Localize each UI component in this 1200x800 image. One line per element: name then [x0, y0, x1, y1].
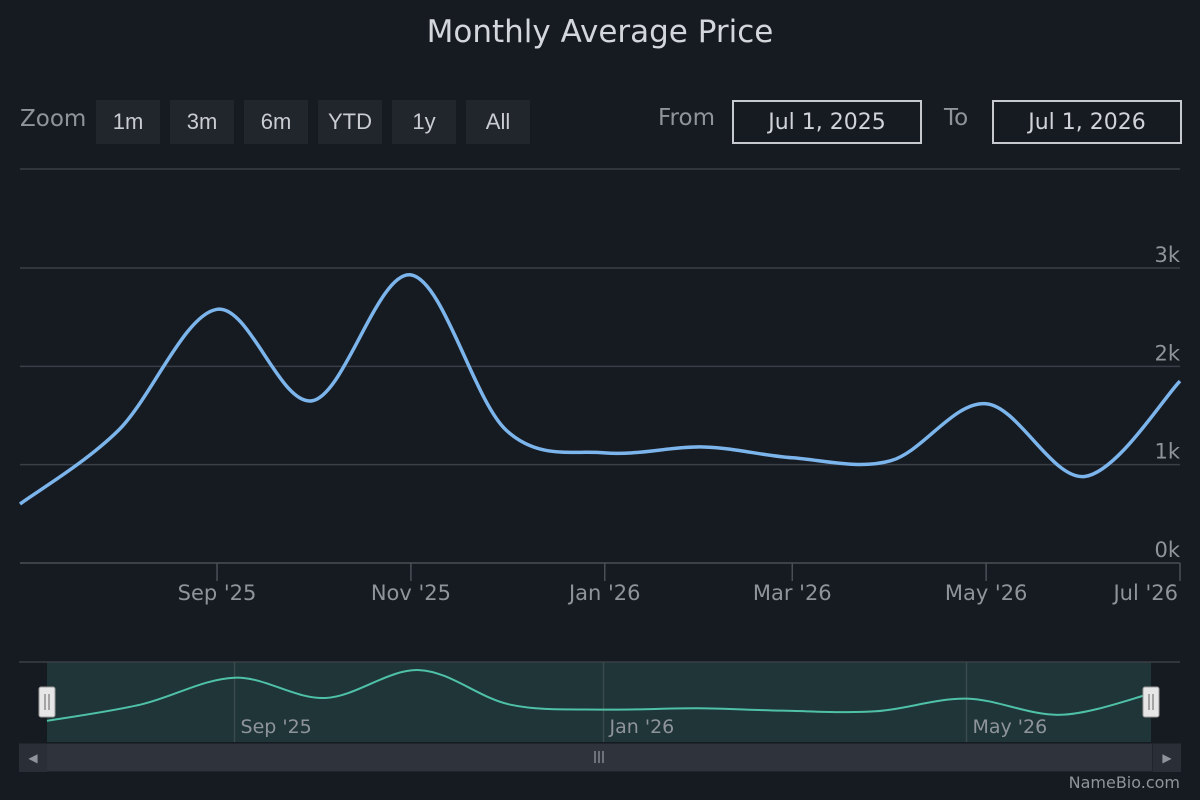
x-tick-label: Mar '26	[753, 581, 832, 605]
from-date-input[interactable]: Jul 1, 2025	[732, 100, 922, 144]
navigator-tick-label: May '26	[972, 716, 1047, 738]
zoom-ytd-button[interactable]: YTD	[318, 100, 382, 144]
x-tick-label: Jul '26	[1111, 581, 1178, 605]
x-tick-label: Jan '26	[567, 581, 641, 605]
zoom-all-button[interactable]: All	[466, 100, 530, 144]
handle-body	[1142, 686, 1160, 718]
y-tick-label: 1k	[1154, 440, 1180, 464]
x-tick-label: Nov '25	[371, 581, 451, 605]
navigator-series-line	[46, 669, 1152, 722]
handle-body	[38, 686, 56, 718]
from-label: From	[658, 105, 715, 131]
zoom-1y-button[interactable]: 1y	[392, 100, 456, 144]
navigator-right-handle[interactable]	[1142, 686, 1160, 718]
navigator-tick-label: Sep '25	[241, 716, 312, 738]
to-label: To	[944, 105, 969, 131]
zoom-6m-button[interactable]: 6m	[244, 100, 308, 144]
zoom-label: Zoom	[20, 106, 87, 132]
chart-title: Monthly Average Price	[426, 14, 774, 50]
scroll-right-arrow-icon[interactable]: ▶	[1153, 744, 1181, 772]
x-tick-label: Sep '25	[178, 581, 257, 605]
zoom-3m-button[interactable]: 3m	[170, 100, 234, 144]
to-date-input[interactable]: Jul 1, 2026	[992, 100, 1182, 144]
credit-link[interactable]: NameBio.com	[1068, 773, 1180, 792]
navigator-left-handle[interactable]	[38, 686, 56, 718]
navigator-tick-label: Jan '26	[609, 716, 675, 738]
y-tick-label: 0k	[1154, 538, 1180, 562]
y-tick-label: 3k	[1154, 243, 1180, 267]
x-tick-label: May '26	[945, 581, 1028, 605]
price-series-line	[18, 273, 1182, 506]
zoom-1m-button[interactable]: 1m	[96, 100, 160, 144]
scroll-left-arrow-icon[interactable]: ◀	[19, 744, 47, 772]
y-tick-label: 2k	[1154, 341, 1180, 365]
